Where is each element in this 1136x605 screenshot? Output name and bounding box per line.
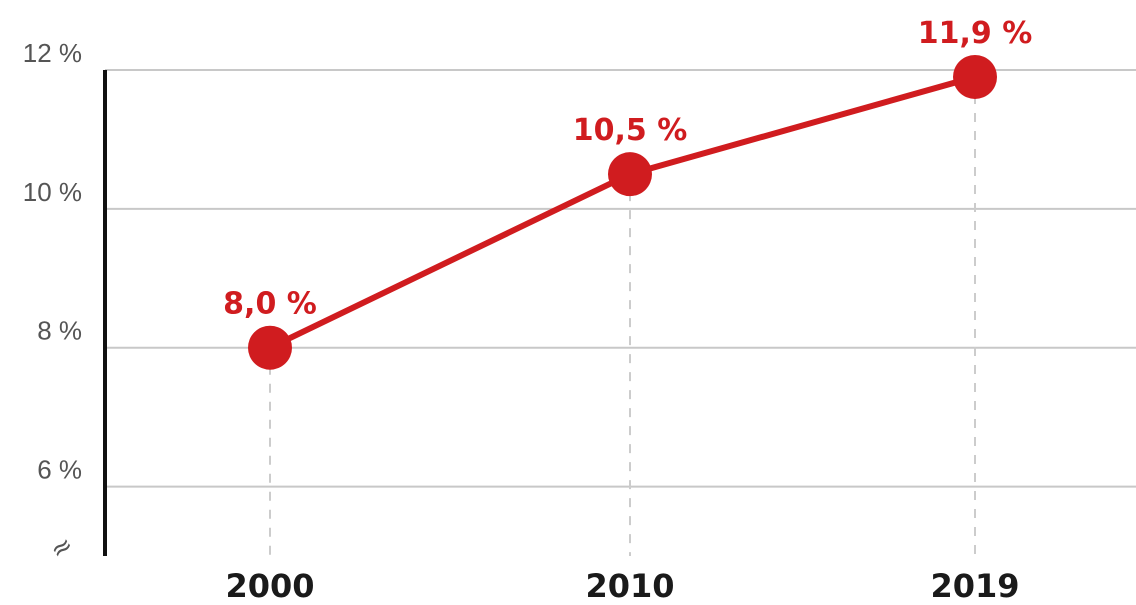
axis-break-mark: ≈ (44, 529, 79, 566)
data-label: 11,9 % (918, 16, 1033, 51)
series-layer: 8,0 % 10,5 % 11,9 % (223, 16, 1032, 370)
x-category-labels: 2000 2010 2019 (225, 567, 1019, 605)
data-point (608, 152, 652, 197)
x-category-label: 2019 (930, 567, 1019, 605)
data-point (248, 325, 292, 370)
y-tick-label: 8 % (37, 316, 82, 346)
x-category-label: 2000 (225, 567, 314, 605)
y-tick-label: 6 % (37, 455, 82, 485)
data-label: 10,5 % (573, 113, 688, 148)
y-tick-labels: 6 % 8 % 10 % 12 % (23, 38, 82, 485)
data-point (953, 54, 997, 99)
y-tick-label: 12 % (23, 38, 82, 68)
dropline-layer (269, 76, 976, 556)
data-label: 8,0 % (223, 287, 317, 322)
x-category-label: 2010 (585, 567, 674, 605)
y-tick-label: 10 % (23, 177, 82, 207)
